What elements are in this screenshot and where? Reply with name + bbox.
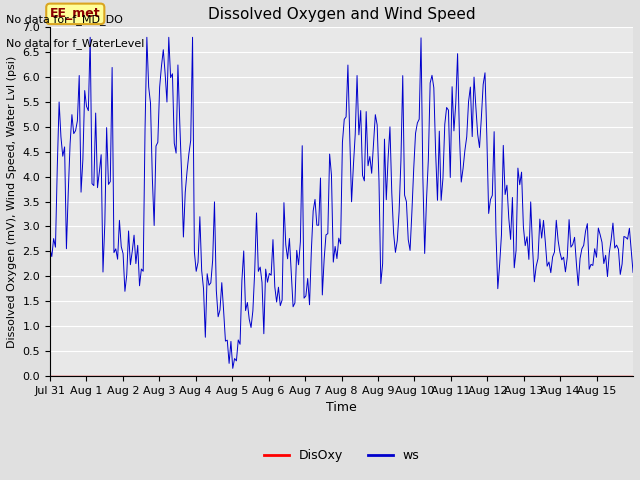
Y-axis label: Dissolved Oxygen (mV), Wind Speed, Water Lvl (psi): Dissolved Oxygen (mV), Wind Speed, Water… bbox=[7, 56, 17, 348]
Line: ws: ws bbox=[50, 37, 633, 368]
X-axis label: Time: Time bbox=[326, 401, 357, 414]
ws bbox=[351, 132, 359, 137]
ws bbox=[229, 365, 237, 371]
Text: No data for f_WaterLevel: No data for f_WaterLevel bbox=[6, 38, 145, 49]
ws bbox=[132, 261, 140, 266]
ws bbox=[86, 35, 94, 40]
ws bbox=[561, 269, 569, 275]
ws bbox=[461, 147, 468, 153]
ws bbox=[468, 134, 476, 140]
Legend: DisOxy, ws: DisOxy, ws bbox=[259, 444, 424, 467]
Text: No data for f_MD_DO: No data for f_MD_DO bbox=[6, 14, 124, 25]
Title: Dissolved Oxygen and Wind Speed: Dissolved Oxygen and Wind Speed bbox=[208, 7, 476, 22]
ws bbox=[46, 246, 54, 252]
DisOxy bbox=[83, 373, 90, 379]
ws bbox=[629, 269, 637, 275]
ws bbox=[529, 244, 536, 250]
DisOxy bbox=[46, 373, 54, 379]
Text: EE_met: EE_met bbox=[50, 7, 100, 20]
